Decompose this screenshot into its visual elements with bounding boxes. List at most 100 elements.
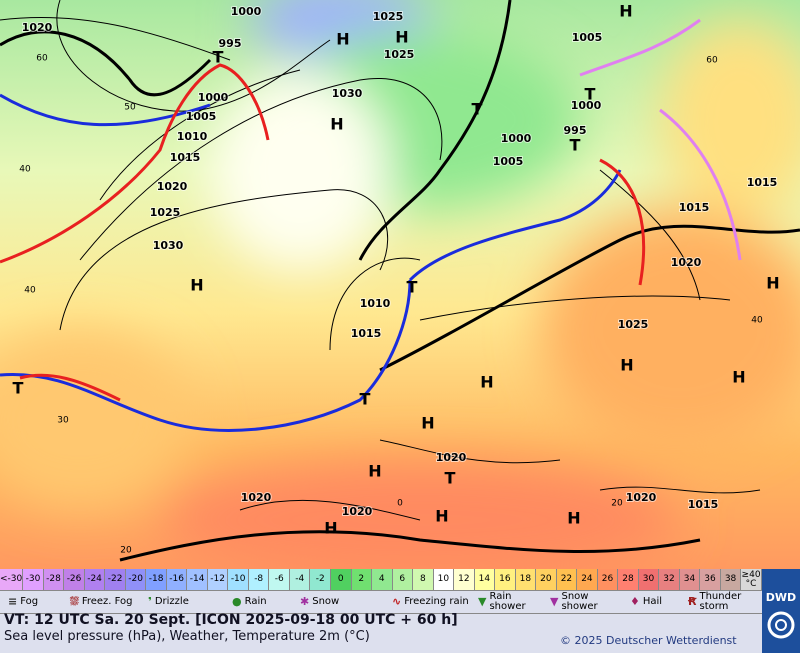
pressure-center: T [360, 390, 371, 409]
pressure-center: H [732, 368, 745, 387]
legend-label: Freezing rain [404, 596, 469, 607]
scale-cell: -26 [64, 569, 85, 590]
scale-cell: 26 [597, 569, 619, 590]
isobar-label: 1020 [436, 451, 467, 464]
scale-cell: ≥40 °C [741, 569, 762, 590]
grid-label: 60 [706, 56, 718, 66]
isobar-label: 1025 [150, 206, 181, 219]
scale-cell: -30 [23, 569, 44, 590]
scale-cell: -6 [269, 569, 290, 590]
grid-label: 40 [19, 165, 31, 175]
pressure-center: T [213, 48, 224, 67]
isobar-label: 1020 [22, 21, 53, 34]
legend-icon: ▼ [550, 595, 559, 608]
grid-label: 60 [36, 54, 48, 64]
scale-cell: 38 [720, 569, 742, 590]
isobar-label: 1010 [177, 130, 208, 143]
scale-cell: -12 [207, 569, 229, 590]
legend-label: Snow [312, 596, 340, 607]
scale-cell: 0 [330, 569, 352, 590]
isobar-label: 1015 [679, 201, 710, 214]
legend-item: ≡ Fog [8, 591, 68, 613]
copyright: © 2025 Deutscher Wetterdienst [560, 634, 737, 647]
pressure-center: H [421, 414, 434, 433]
pressure-center: H [567, 509, 580, 528]
pressure-center: H [395, 28, 408, 47]
scale-cell: 36 [700, 569, 721, 590]
legend-item: ❜ Drizzle [148, 591, 223, 613]
legend-label: Rain shower [489, 591, 526, 612]
scale-cell: 4 [372, 569, 393, 590]
legend-item: ✱ Snow [300, 591, 385, 613]
scale-cell: 12 [454, 569, 475, 590]
scale-cell: -22 [105, 569, 126, 590]
legend-icon: ∿ [392, 595, 402, 608]
legend-item: ▼ Snow shower [550, 591, 625, 613]
scale-cell: 22 [556, 569, 578, 590]
isobar-label: 1005 [572, 31, 603, 44]
legend-icon: ✱ [300, 595, 310, 608]
isobar-label: 1000 [571, 99, 602, 112]
isobar-label: 1020 [157, 180, 188, 193]
valid-time: VT: 12 UTC Sa. 20 Sept. [ICON 2025-09-18… [4, 612, 458, 628]
isobar-label: 1000 [198, 91, 229, 104]
pressure-center: T [407, 278, 418, 297]
pressure-center: T [472, 100, 483, 119]
isobar-label: 1005 [186, 110, 217, 123]
scale-cell: 28 [618, 569, 639, 590]
legend: ≡ Fog ⛆ Freez. Fog ❜ Drizzle ● Rain ✱ Snow ∿ Freezi… [0, 590, 762, 614]
scale-cell: -14 [187, 569, 208, 590]
scale-cell: 20 [536, 569, 557, 590]
legend-item: ♦ Hail [630, 591, 680, 613]
legend-item: ⛆ Freez. Fog [70, 591, 140, 613]
isobar-label: 1020 [342, 505, 373, 518]
scale-cell: 24 [577, 569, 598, 590]
legend-label: Drizzle [154, 596, 189, 607]
pressure-center: T [445, 469, 456, 488]
weather-map: 1020 1000 1025 1005 995 1000 1005 1010 1015 1020 1… [0, 0, 800, 569]
isobar-label: 1030 [153, 239, 184, 252]
legend-icon: ❜ [148, 595, 152, 608]
grid-label: 20 [120, 546, 132, 556]
grid-label: 30 [57, 416, 69, 426]
pressure-center: H [330, 115, 343, 134]
legend-item: Ꞧ Thunder storm [688, 591, 758, 613]
pressure-center: H [324, 519, 337, 538]
legend-icon: ≡ [8, 595, 18, 608]
isobar-label: 1015 [170, 151, 201, 164]
scale-cell: -4 [289, 569, 311, 590]
isobar-label: 1020 [626, 491, 657, 504]
pressure-center: H [368, 462, 381, 481]
scale-cell: -16 [166, 569, 188, 590]
legend-icon: ▼ [478, 595, 487, 608]
scale-cell: -28 [43, 569, 65, 590]
scale-cell: -20 [125, 569, 147, 590]
grid-label: 50 [124, 103, 136, 113]
description: Sea level pressure (hPa), Weather, Tempe… [4, 629, 370, 644]
pressure-center: T [585, 85, 596, 104]
isobar-label: 1005 [493, 155, 524, 168]
pressure-center: H [190, 276, 203, 295]
legend-label: Hail [642, 596, 663, 607]
scale-cell: 18 [515, 569, 537, 590]
isobar-label: 1000 [231, 5, 262, 18]
scale-cell: -18 [146, 569, 167, 590]
scale-cell: -2 [310, 569, 331, 590]
isobar-label: 1000 [501, 132, 532, 145]
isobars [0, 0, 761, 521]
scale-cell: 8 [413, 569, 434, 590]
isobar-label: 1010 [360, 297, 391, 310]
fronts [0, 18, 742, 432]
grid-label: 20 [611, 499, 623, 509]
legend-item: ∿ Freezing rain [392, 591, 472, 613]
scale-cell: 10 [433, 569, 455, 590]
scale-cell: 30 [638, 569, 660, 590]
logo-text: DWD [765, 591, 797, 604]
isobar-label: 1020 [241, 491, 272, 504]
scale-cell: 14 [474, 569, 496, 590]
isobar-label: 1015 [747, 176, 778, 189]
scale-cell: -8 [248, 569, 270, 590]
scale-cell: -24 [84, 569, 106, 590]
isobar-label: 995 [564, 124, 587, 137]
